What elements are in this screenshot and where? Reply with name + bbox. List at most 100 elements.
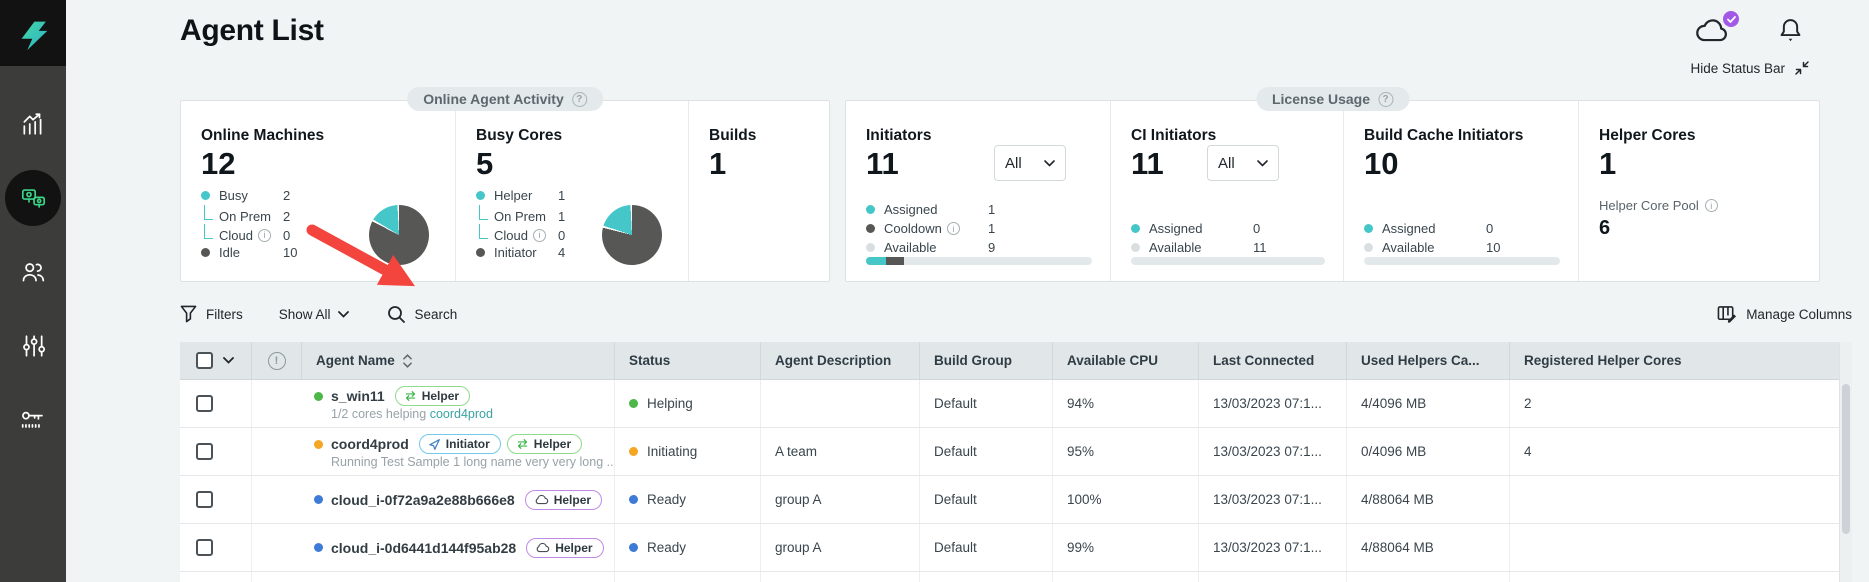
badge-list: Helper xyxy=(524,489,603,510)
agent-subtext: 1/2 cores helping coord4prod xyxy=(331,407,493,421)
agent-name[interactable]: cloud_i-0f72a9a2e88b666e8 xyxy=(331,491,515,508)
badge-helper: Helper xyxy=(394,386,471,406)
page-title: Agent List xyxy=(180,14,324,47)
cell-last-connected: 13/03/2023 07:1... xyxy=(1199,524,1347,571)
sidebar-item-agents[interactable] xyxy=(5,170,61,226)
row-checkbox[interactable] xyxy=(196,539,213,556)
column-header-agent-name[interactable]: Agent Name xyxy=(302,342,615,379)
hide-status-bar-button[interactable]: Hide Status Bar xyxy=(1690,60,1810,76)
status-dot xyxy=(629,447,638,456)
status-dot xyxy=(629,543,638,552)
legend-row-available: Available 9 xyxy=(866,238,1092,257)
column-header-available-cpu[interactable]: Available CPU xyxy=(1053,342,1199,379)
table-row-partial xyxy=(180,572,1852,582)
cloud-icon xyxy=(536,542,550,553)
cell-last-connected: 13/03/2023 07:1... xyxy=(1199,476,1347,523)
tree-connector xyxy=(479,205,488,220)
column-header-registered-helper-cores[interactable]: Registered Helper Cores xyxy=(1524,353,1682,368)
select-all-checkbox[interactable] xyxy=(196,352,213,369)
filter-funnel-icon xyxy=(180,305,197,323)
column-header-agent-description[interactable]: Agent Description xyxy=(761,342,920,379)
badge-list: Helper xyxy=(394,386,471,406)
help-icon[interactable]: ? xyxy=(571,91,587,107)
sidebar-item-users[interactable] xyxy=(5,244,61,300)
swap-arrows-icon xyxy=(517,439,528,449)
agent-name-cell: cloud_i-0f72a9a2e88b666e8 Helper xyxy=(302,476,615,523)
alert-cell xyxy=(252,476,302,523)
initiators-filter-dropdown[interactable]: All xyxy=(994,145,1066,181)
busy-cores-card: Busy Cores 5 Helper 1 On Prem 1 xyxy=(456,101,689,281)
legend-row-cloud: Cloud i 0 xyxy=(201,224,437,243)
filters-button[interactable]: Filters xyxy=(180,305,243,323)
cloud-status-button[interactable] xyxy=(1694,11,1739,49)
column-header-build-group[interactable]: Build Group xyxy=(920,342,1053,379)
table-row[interactable]: cloud_i-0d6441d144f95ab28 Helper Ready g… xyxy=(180,524,1852,572)
license-usage-tab: License Usage ? xyxy=(1255,87,1410,111)
column-header-used-helpers[interactable]: Used Helpers Ca... xyxy=(1347,342,1510,379)
builds-card: Builds 1 xyxy=(689,101,829,281)
online-agent-activity-tab-label: Online Agent Activity xyxy=(423,91,564,107)
sidebar-item-settings[interactable] xyxy=(5,318,61,374)
agent-name[interactable]: s_win11 xyxy=(331,388,385,404)
sidebar-item-dashboard[interactable] xyxy=(5,96,61,152)
ci-initiators-value: 11 xyxy=(1131,146,1164,181)
row-checkbox[interactable] xyxy=(196,443,213,460)
help-icon[interactable]: ? xyxy=(1378,91,1394,107)
cell-used-helpers: 4/4096 MB xyxy=(1347,380,1510,427)
table-row[interactable]: cloud_i-0f72a9a2e88b666e8 Helper Ready g… xyxy=(180,476,1852,524)
info-icon[interactable]: i xyxy=(532,228,546,242)
available-dot xyxy=(1131,243,1140,252)
ci-initiators-usage-bar xyxy=(1131,257,1325,265)
legend-row-idle: Idle 10 xyxy=(201,243,437,262)
agent-name[interactable]: cloud_i-0d6441d144f95ab28 xyxy=(331,539,517,556)
notifications-button[interactable] xyxy=(1778,17,1803,49)
info-icon[interactable]: i xyxy=(1704,199,1718,212)
badge-list: Helper xyxy=(526,537,604,558)
busy-cores-pie-chart xyxy=(602,205,662,265)
row-checkbox[interactable] xyxy=(196,395,213,412)
bell-icon xyxy=(1780,18,1801,41)
agent-state-dot xyxy=(314,543,323,552)
status-label: Ready xyxy=(647,540,687,555)
tree-connector xyxy=(479,224,488,239)
filters-label: Filters xyxy=(206,306,243,322)
online-machines-title: Online Machines xyxy=(201,127,325,144)
select-menu-chevron-icon[interactable] xyxy=(223,357,234,364)
agent-state-dot xyxy=(314,495,323,504)
column-header-status[interactable]: Status xyxy=(615,342,761,379)
sidebar-item-license[interactable] xyxy=(5,392,61,448)
assigned-dot xyxy=(1364,224,1373,233)
builds-title: Builds xyxy=(709,127,757,144)
check-icon xyxy=(1726,15,1736,23)
main-content: Agent List Hide Status Bar xyxy=(66,0,1869,582)
assigned-dot xyxy=(1131,224,1140,233)
cell-available-cpu: 99% xyxy=(1053,524,1199,571)
sort-icon[interactable] xyxy=(402,353,412,368)
search-button[interactable]: Search xyxy=(387,305,458,324)
app-logo[interactable] xyxy=(0,0,66,66)
vertical-scrollbar[interactable] xyxy=(1839,342,1852,582)
agent-name[interactable]: coord4prod xyxy=(331,436,409,452)
table-row[interactable]: s_win11 Helper 1/2 cores helping coord4p… xyxy=(180,380,1852,428)
agent-name-cell: cloud_i-0d6441d144f95ab28 Helper xyxy=(302,524,615,571)
show-all-dropdown[interactable]: Show All xyxy=(279,307,349,322)
cell-used-helpers: 4/88064 MB xyxy=(1347,476,1510,523)
manage-columns-button[interactable]: Manage Columns xyxy=(1717,305,1852,324)
badge-cloud-helper: Helper xyxy=(524,489,603,510)
table-row[interactable]: coord4prod Initiator Helper Running Test … xyxy=(180,428,1852,476)
legend-row-onprem: On Prem 2 xyxy=(201,205,437,224)
legend-row-busy: Busy 2 xyxy=(201,186,437,205)
ci-initiators-filter-dropdown[interactable]: All xyxy=(1207,145,1279,181)
row-checkbox[interactable] xyxy=(196,491,213,508)
info-icon[interactable]: i xyxy=(257,228,271,242)
column-header-last-connected[interactable]: Last Connected xyxy=(1199,342,1347,379)
scrollbar-thumb[interactable] xyxy=(1842,384,1850,534)
search-label: Search xyxy=(414,306,458,322)
cell-available-cpu: 100% xyxy=(1053,476,1199,523)
agent-subtext: Running Test Sample 1 long name very ver… xyxy=(331,455,615,469)
key-icon xyxy=(21,411,43,428)
online-machines-card: Online Machines 12 Busy 2 On Prem 2 xyxy=(181,101,456,281)
assigned-dot xyxy=(866,205,875,214)
manage-columns-label: Manage Columns xyxy=(1746,306,1852,322)
info-icon[interactable]: i xyxy=(946,222,960,235)
